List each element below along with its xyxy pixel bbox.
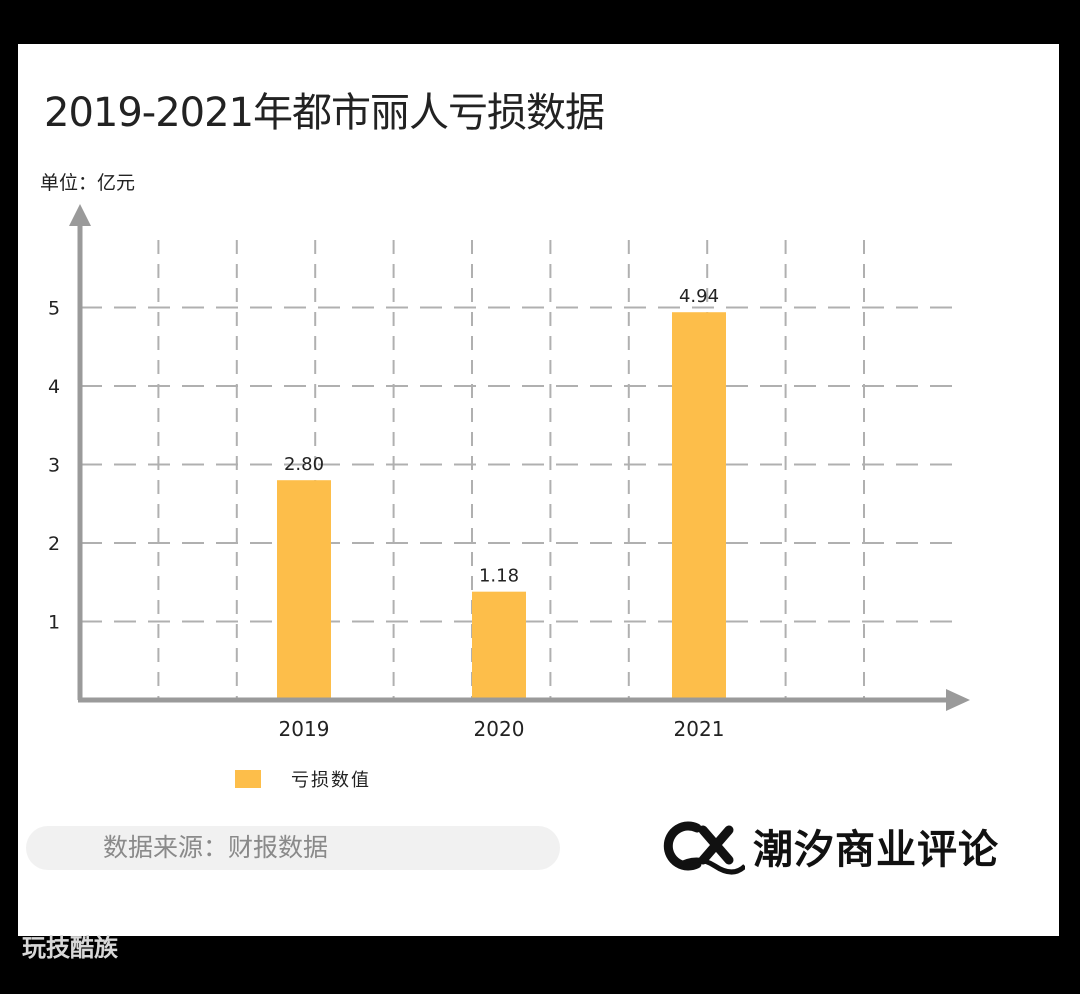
data-labels: 2.80 1.18 4.94 [284,286,719,586]
unit-label: 单位：亿元 [40,172,136,194]
bars [277,312,726,700]
legend-label: 亏损数值 [291,770,371,791]
horizontal-gridlines [80,306,953,623]
x-tick-label: 2019 [279,717,330,741]
bar [472,591,526,700]
y-tick-label: 2 [48,533,60,555]
brand-logo: 潮汐商业评论 [663,814,999,878]
x-tick-label: 2021 [674,717,725,741]
x-tick-label: 2020 [474,717,525,741]
data-label: 4.94 [679,286,719,307]
legend: 亏损数值 [235,766,371,792]
y-axis-arrow [69,204,91,226]
data-label: 1.18 [479,566,519,587]
legend-swatch [235,770,261,788]
y-tick-label: 1 [48,612,60,634]
axes [69,204,970,711]
y-tick-label: 5 [48,298,60,320]
x-axis-arrow [946,689,970,711]
brand-name: 潮汐商业评论 [753,827,999,873]
y-tick-labels: 1 2 3 4 5 [48,298,60,634]
brand-logo-icon [663,821,745,875]
chart-title: 2019-2021年都市丽人亏损数据 [44,90,605,136]
data-label: 2.80 [284,454,324,475]
bar [672,312,726,700]
y-tick-label: 3 [48,455,60,477]
watermark: 玩技酷族 [22,934,118,962]
data-source: 数据来源：财报数据 [26,826,560,870]
bar [277,480,331,700]
bar-chart: 1 2 3 4 5 2019 2020 2021 2.80 1.18 4.94 [48,204,970,741]
y-tick-label: 4 [48,376,60,398]
x-tick-labels: 2019 2020 2021 [279,717,725,741]
